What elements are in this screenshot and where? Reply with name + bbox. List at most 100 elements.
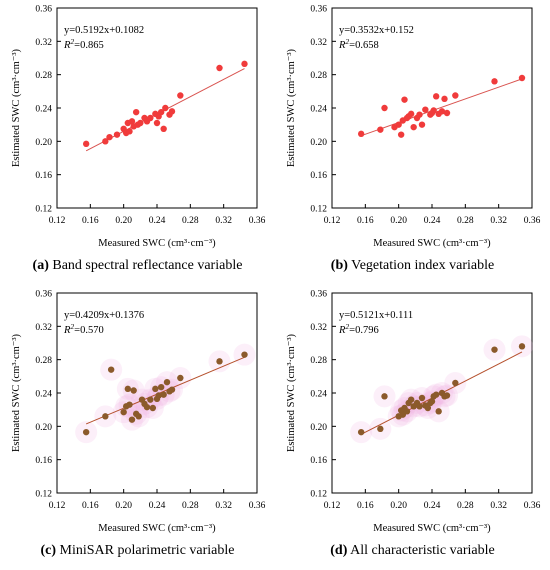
y-tick-label: 0.20 <box>35 138 52 148</box>
data-point <box>443 109 451 117</box>
fit-line <box>85 356 245 425</box>
data-point <box>153 119 161 127</box>
data-point <box>82 140 90 148</box>
x-tick-label: 0.28 <box>457 501 474 511</box>
data-point <box>430 107 437 114</box>
data-point <box>491 346 498 353</box>
regression-equation: y=0.5192x+0.1082 <box>64 25 144 36</box>
x-tick-label: 0.36 <box>249 501 266 511</box>
x-tick-label: 0.16 <box>82 216 99 226</box>
y-tick-label: 0.20 <box>310 423 327 433</box>
data-point <box>130 387 137 394</box>
data-point <box>491 78 498 85</box>
y-axis-title: Estimated SWC (cm³·cm⁻³) <box>11 49 22 167</box>
data-point <box>403 408 411 415</box>
data-point <box>137 119 144 127</box>
r-squared-label: R2=0.796 <box>338 322 379 336</box>
data-point <box>452 92 459 99</box>
data-point <box>377 126 384 133</box>
data-point <box>441 95 448 103</box>
data-point <box>216 358 223 365</box>
data-point <box>102 138 109 145</box>
x-tick-label: 0.28 <box>182 216 199 226</box>
data-point <box>407 110 415 118</box>
x-tick-label: 0.16 <box>82 501 99 511</box>
data-point <box>126 401 133 408</box>
data-point <box>395 121 402 128</box>
y-tick-label: 0.16 <box>35 456 52 466</box>
caption-d: (d) All characteristic variable <box>275 543 550 559</box>
y-tick-label: 0.12 <box>35 205 52 215</box>
x-tick-label: 0.36 <box>524 216 541 226</box>
regression-equation: y=0.4209x+0.1376 <box>64 310 144 321</box>
x-tick-label: 0.36 <box>249 216 266 226</box>
data-point <box>128 118 136 125</box>
y-tick-label: 0.28 <box>35 71 52 81</box>
data-point <box>443 392 451 399</box>
x-axis-title: Measured SWC (cm³·cm⁻³) <box>98 238 216 249</box>
x-axis-title: Measured SWC (cm³·cm⁻³) <box>373 238 491 249</box>
y-tick-label: 0.20 <box>35 423 52 433</box>
data-point <box>160 125 167 133</box>
x-tick-label: 0.20 <box>115 216 132 226</box>
caption-b-letter: (b) <box>330 258 348 273</box>
regression-equation: y=0.5121x+0.111 <box>339 310 413 321</box>
chart-panel-b: 0.12 0.16 0.20 0.24 0.28 0.32 0.36 0.12 0.16 0.20… <box>275 0 550 285</box>
scatter-chart-d: 0.12 0.16 0.20 0.24 0.28 0.32 0.36 0.12 0.16 0.20… <box>286 290 541 535</box>
data-point <box>132 108 140 116</box>
caption-c-text: MiniSAR polarimetric variable <box>59 543 235 558</box>
data-point <box>157 108 165 116</box>
y-tick-label: 0.12 <box>35 490 52 500</box>
chart-panel-c: 0.12 0.16 0.20 0.24 0.28 0.32 0.36 0.12 0.16 0.20… <box>0 285 275 570</box>
scatter-chart-b: 0.12 0.16 0.20 0.24 0.28 0.32 0.36 0.12 0.16 0.20… <box>286 5 541 250</box>
data-point <box>357 428 365 436</box>
data-point <box>147 114 154 122</box>
y-tick-label: 0.36 <box>35 5 52 15</box>
caption-d-letter: (d) <box>330 543 348 558</box>
y-axis-title: Estimated SWC (cm³·cm⁻³) <box>11 334 22 452</box>
data-point <box>381 393 388 400</box>
data-point <box>418 394 426 402</box>
caption-d-text: All characteristic variable <box>350 543 495 558</box>
data-point <box>241 60 248 68</box>
data-point <box>452 379 459 387</box>
data-point <box>518 343 526 350</box>
x-tick-label: 0.24 <box>424 501 441 511</box>
x-tick-label: 0.32 <box>490 216 507 226</box>
data-point <box>124 385 132 393</box>
chart-panel-d: 0.12 0.16 0.20 0.24 0.28 0.32 0.36 0.12 0.16 0.20… <box>275 285 550 570</box>
x-tick-label: 0.32 <box>215 501 232 511</box>
data-point <box>126 128 133 135</box>
y-tick-label: 0.16 <box>310 456 327 466</box>
x-tick-label: 0.12 <box>324 501 341 511</box>
data-point <box>102 413 109 420</box>
data-point <box>397 131 405 138</box>
caption-b-text: Vegetation index variable <box>351 258 495 273</box>
y-tick-label: 0.20 <box>310 138 327 148</box>
data-point <box>424 404 432 412</box>
data-point <box>416 403 423 410</box>
data-point <box>82 428 90 436</box>
x-tick-label: 0.20 <box>390 216 407 226</box>
y-tick-label: 0.36 <box>35 290 52 300</box>
data-point <box>177 374 184 382</box>
data-point <box>120 408 127 416</box>
y-tick-label: 0.28 <box>310 356 327 366</box>
data-point <box>432 391 440 398</box>
x-tick-label: 0.12 <box>49 501 66 511</box>
x-tick-label: 0.16 <box>357 216 374 226</box>
data-point <box>162 104 169 112</box>
data-point <box>518 74 526 82</box>
y-axis-title: Estimated SWC (cm³·cm⁻³) <box>286 334 297 452</box>
r-squared-label: R2=0.865 <box>63 37 104 51</box>
x-tick-label: 0.36 <box>524 501 541 511</box>
caption-c: (c) MiniSAR polarimetric variable <box>0 543 275 559</box>
data-point <box>401 96 408 103</box>
fit-line <box>361 78 523 137</box>
data-point <box>177 92 184 99</box>
plot-frame <box>56 7 258 209</box>
x-tick-label: 0.32 <box>490 501 507 511</box>
x-tick-label: 0.28 <box>182 501 199 511</box>
data-point <box>106 133 113 141</box>
y-tick-label: 0.24 <box>310 105 327 115</box>
